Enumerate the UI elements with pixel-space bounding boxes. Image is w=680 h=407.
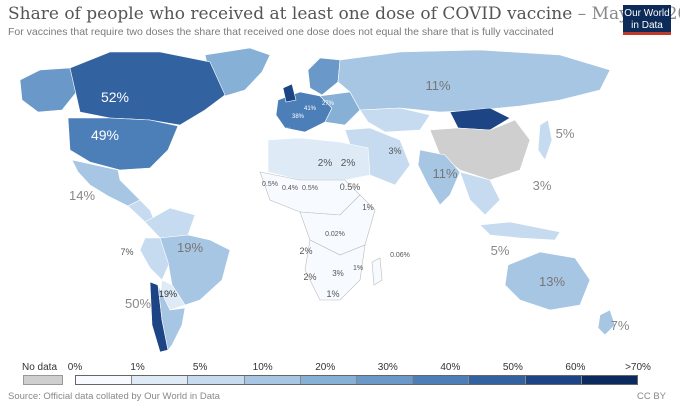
label-china: 5%: [556, 126, 575, 141]
legend-tick: 40%: [440, 362, 461, 373]
region-argentina[interactable]: [157, 284, 186, 351]
region-new-zealand[interactable]: [597, 309, 616, 336]
source-note: Source: Official data collated by Our Wo…: [8, 391, 220, 402]
title-text: Share of people who received at least on…: [8, 4, 573, 24]
label-zambia: 3%: [332, 269, 344, 278]
label-indonesia: 5%: [491, 243, 510, 258]
region-japan[interactable]: [537, 119, 553, 161]
label-brazil: 19%: [177, 240, 203, 255]
label-drc: 0.02%: [325, 231, 345, 238]
label-argentina: 19%: [159, 289, 177, 299]
region-australia[interactable]: [504, 251, 591, 311]
legend-bin-8[interactable]: [525, 376, 582, 384]
region-usa[interactable]: [67, 117, 179, 171]
legend-nodata-swatch[interactable]: [23, 375, 63, 385]
legend-tick: 60%: [565, 362, 586, 373]
region-kazakhstan[interactable]: [359, 107, 431, 133]
region-russia[interactable]: [337, 49, 611, 113]
region-north-africa[interactable]: [267, 137, 371, 181]
label-niger: 0.4%: [282, 185, 298, 192]
region-mongolia[interactable]: [449, 107, 511, 131]
legend-bin-7[interactable]: [469, 376, 526, 384]
label-iran: 3%: [388, 146, 401, 156]
label-angola: 2%: [299, 246, 312, 256]
legend-tick: 0%: [67, 362, 83, 373]
region-southeast-asia[interactable]: [459, 171, 501, 216]
label-egypt: 2%: [341, 158, 356, 169]
label-france: 38%: [292, 114, 305, 120]
label-namibia: 2%: [303, 272, 316, 282]
legend-tick: 20%: [315, 362, 336, 373]
legend-tick: >70%: [625, 362, 651, 373]
legend-bin-3[interactable]: [244, 376, 301, 384]
region-southern-africa[interactable]: [304, 239, 366, 301]
region-brazil[interactable]: [159, 234, 231, 306]
region-madagascar[interactable]: [371, 257, 383, 286]
label-mali: 0.5%: [262, 181, 278, 188]
label-poland: 27%: [322, 101, 335, 107]
region-colombia-venezuela[interactable]: [144, 207, 196, 239]
legend-bin-5[interactable]: [357, 376, 414, 384]
legend-tick: 30%: [377, 362, 398, 373]
legend: No data 0% 1% 5% 10% 20% 30% 40% 50% 60% >70%: [0, 360, 680, 386]
owid-logo[interactable]: Our World in Data: [623, 5, 671, 35]
region-central-america[interactable]: [127, 199, 156, 223]
label-south-africa: 1%: [326, 289, 339, 299]
legend-bin-6[interactable]: [413, 376, 470, 384]
label-japan: 3%: [533, 178, 552, 193]
label-australia: 13%: [539, 274, 565, 289]
label-libya: 2%: [318, 158, 333, 169]
label-usa: 49%: [91, 127, 119, 143]
region-scandinavia[interactable]: [307, 57, 341, 96]
region-uk[interactable]: [282, 83, 297, 103]
logo-line-2: in Data: [631, 20, 663, 31]
logo-line-1: Our World: [624, 8, 670, 19]
label-chile: 50%: [125, 296, 151, 311]
label-germany: 41%: [304, 106, 317, 112]
legend-tick: 50%: [502, 362, 523, 373]
legend-tick: 10%: [252, 362, 273, 373]
label-nz: 7%: [611, 318, 630, 333]
license-link[interactable]: CC BY: [636, 391, 666, 402]
label-peru: 7%: [120, 247, 133, 257]
world-map[interactable]: 52% 49% 14% 19% 7% 50% 19% 11% 5% 3% 11%…: [0, 38, 680, 358]
legend-bin-9[interactable]: [581, 376, 638, 384]
label-mozambique: 1%: [353, 265, 363, 272]
legend-bin-2[interactable]: [188, 376, 245, 384]
label-spain: 36%: [279, 128, 292, 134]
legend-bin-4[interactable]: [300, 376, 358, 384]
legend-nodata-label: No data: [22, 362, 58, 373]
label-mexico: 14%: [69, 188, 95, 203]
region-alaska[interactable]: [19, 67, 79, 113]
label-madagascar: 0.06%: [390, 252, 410, 259]
region-indonesia[interactable]: [479, 221, 561, 241]
legend-bin-0[interactable]: [76, 376, 133, 384]
label-sudan: 0.5%: [340, 182, 361, 192]
legend-tick: 5%: [192, 362, 208, 373]
legend-bin-1[interactable]: [132, 376, 189, 384]
chart-subtitle: For vaccines that require two doses the …: [8, 26, 554, 38]
region-canada[interactable]: [69, 51, 226, 126]
chart-title: Share of people who received at least on…: [8, 4, 680, 24]
label-india: 11%: [432, 166, 457, 181]
label-russia: 11%: [425, 78, 450, 93]
label-canada: 52%: [101, 89, 129, 105]
region-india[interactable]: [417, 149, 461, 206]
legend-color-bar: [75, 375, 638, 385]
label-chad: 0.5%: [302, 185, 318, 192]
label-ethiopia: 1%: [362, 203, 374, 212]
legend-tick: 1%: [130, 362, 145, 373]
